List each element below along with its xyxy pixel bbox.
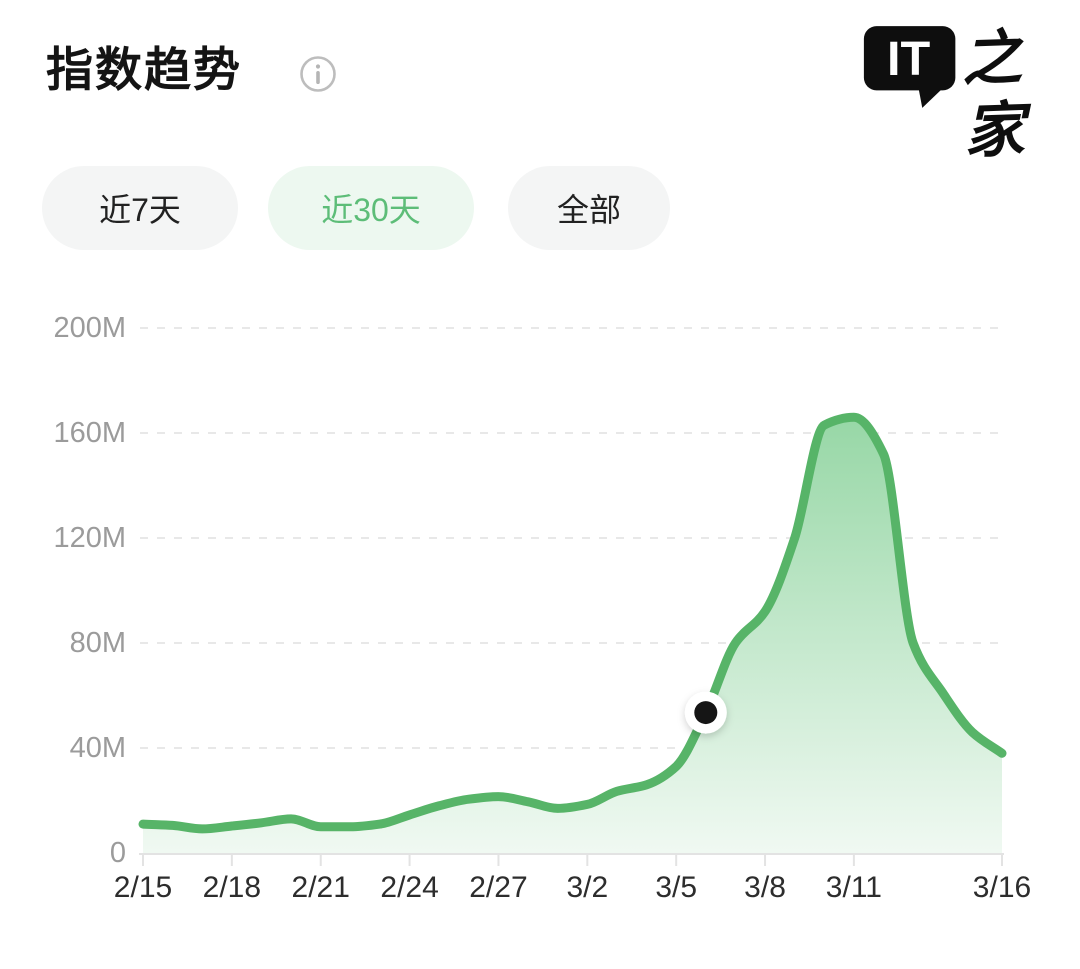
filter-all-time[interactable]: 全部 xyxy=(508,166,670,250)
x-axis-label-3/5: 3/5 xyxy=(655,871,697,904)
y-axis-label-160M: 160M xyxy=(53,417,126,449)
filter-last-30-days[interactable]: 近30天 xyxy=(268,166,474,250)
x-axis-label-2/21: 2/21 xyxy=(292,871,350,904)
time-range-filters: 近7天 近30天 全部 xyxy=(0,166,1080,250)
highlight-marker-dot[interactable] xyxy=(694,701,718,725)
y-axis-label-120M: 120M xyxy=(53,522,126,554)
page-title: 指数趋势 xyxy=(46,43,242,96)
y-axis-label-0: 0 xyxy=(110,837,126,869)
ithome-logo-it-text: IT xyxy=(887,32,931,86)
y-axis-label-200M: 200M xyxy=(53,312,126,344)
trend-area-fill xyxy=(143,417,1002,853)
x-axis-label-2/18: 2/18 xyxy=(203,871,261,904)
info-icon[interactable] xyxy=(299,55,337,93)
y-axis-label-40M: 40M xyxy=(70,732,126,764)
filter-last-7-days[interactable]: 近7天 xyxy=(42,166,238,250)
x-axis-label-3/2: 3/2 xyxy=(566,871,608,904)
trend-line xyxy=(138,412,1007,834)
x-axis-label-3/11: 3/11 xyxy=(826,871,882,904)
ithome-logo-bubble: IT xyxy=(863,26,956,108)
x-axis-label-3/8: 3/8 xyxy=(744,871,786,904)
ithome-logo: IT 之家 xyxy=(860,22,1080,166)
x-axis-label-3/16: 3/16 xyxy=(973,871,1031,904)
x-axis-label-2/15: 2/15 xyxy=(114,871,172,904)
y-axis-label-80M: 80M xyxy=(70,627,126,659)
x-axis-label-2/24: 2/24 xyxy=(380,871,438,904)
x-axis-label-2/27: 2/27 xyxy=(469,871,527,904)
